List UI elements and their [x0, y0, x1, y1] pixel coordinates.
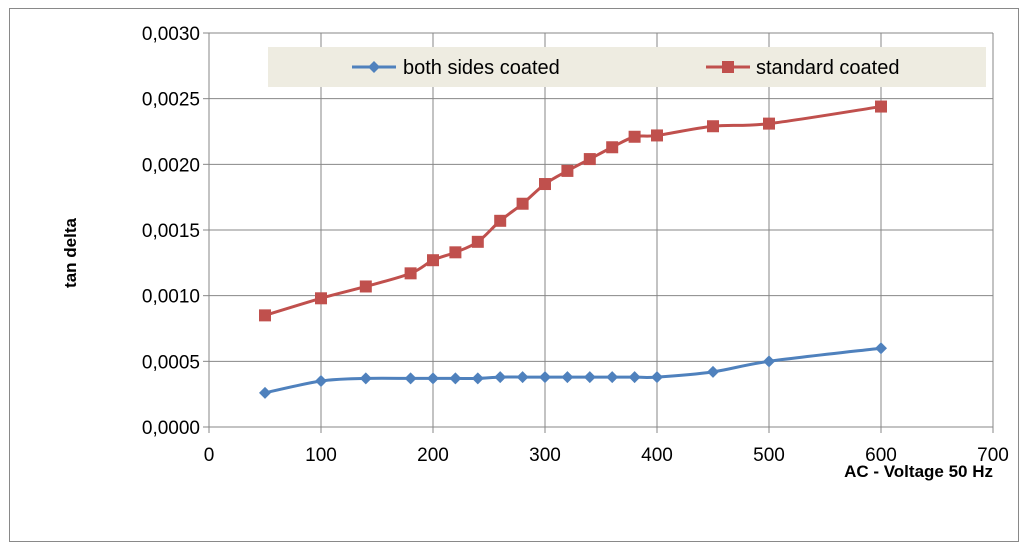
data-point-standard-coated [259, 309, 271, 322]
chart-frame [9, 8, 1019, 542]
data-point-standard-coated [628, 130, 641, 143]
data-point-standard-coated [875, 100, 887, 113]
data-point-standard-coated [651, 129, 663, 142]
x-tick-label: 500 [753, 445, 785, 466]
legend-label-standard-coated: standard coated [756, 57, 899, 79]
x-tick-label: 0 [204, 445, 215, 466]
data-point-both-sides-coated [471, 372, 484, 385]
legend-marker-both-sides-coated [368, 61, 380, 73]
series-layer [259, 100, 887, 399]
y-tick-label: 0,0020 [142, 155, 200, 176]
x-tick-label: 200 [417, 445, 449, 466]
data-point-both-sides-coated [259, 386, 271, 399]
y-tick-label: 0,0015 [142, 221, 200, 242]
data-point-standard-coated [606, 141, 619, 154]
x-tick-label: 700 [977, 445, 1009, 466]
data-point-both-sides-coated [359, 372, 372, 385]
data-point-standard-coated [449, 246, 462, 259]
x-tick-label: 300 [529, 445, 561, 466]
y-tick-label: 0,0010 [142, 287, 200, 308]
x-tick-label: 400 [641, 445, 673, 466]
legend-label-both-sides-coated: both sides coated [403, 57, 560, 79]
data-point-both-sides-coated [875, 342, 887, 355]
series-line-both-sides-coated [264, 346, 882, 395]
legend-marker-standard-coated [722, 61, 734, 73]
y-tick-label: 0,0030 [142, 24, 200, 45]
y-tick-label: 0,0025 [142, 90, 200, 111]
data-point-standard-coated [471, 235, 484, 248]
data-point-standard-coated [561, 164, 574, 177]
data-point-both-sides-coated [561, 371, 574, 384]
gridlines [208, 32, 994, 428]
legend: both sides coated standard coated [268, 47, 986, 87]
data-point-both-sides-coated [707, 365, 719, 378]
y-tick-label: 0,0000 [142, 418, 200, 439]
axes: 0,0000 0,0005 0,0010 0,0015 0,0020 0,0025 0,00… [142, 24, 1009, 466]
y-tick-label: 0,0005 [142, 352, 200, 373]
x-tick-label: 600 [865, 445, 897, 466]
data-point-both-sides-coated [583, 371, 596, 384]
data-point-both-sides-coated [449, 372, 462, 385]
data-point-standard-coated [516, 197, 529, 210]
data-point-both-sides-coated [315, 375, 327, 388]
data-point-standard-coated [583, 153, 596, 166]
data-point-both-sides-coated [494, 371, 507, 384]
data-point-standard-coated [404, 267, 417, 280]
data-point-standard-coated [427, 254, 439, 267]
data-point-both-sides-coated [651, 371, 663, 384]
data-point-both-sides-coated [763, 355, 775, 368]
data-point-standard-coated [359, 280, 372, 293]
y-axis-title: tan delta [61, 218, 80, 288]
data-point-standard-coated [707, 120, 719, 133]
data-point-both-sides-coated [606, 371, 619, 384]
data-point-both-sides-coated [404, 372, 417, 385]
data-point-standard-coated [494, 214, 507, 227]
data-point-both-sides-coated [516, 371, 529, 384]
data-point-standard-coated [315, 292, 327, 305]
data-point-both-sides-coated [427, 372, 439, 385]
x-axis-title: AC - Voltage 50 Hz [844, 462, 993, 481]
data-point-standard-coated [763, 117, 775, 130]
data-point-both-sides-coated [539, 371, 551, 384]
series-line-standard-coated [264, 105, 882, 317]
x-tick-label: 100 [305, 445, 337, 466]
data-point-standard-coated [539, 178, 551, 191]
data-point-both-sides-coated [628, 371, 641, 384]
